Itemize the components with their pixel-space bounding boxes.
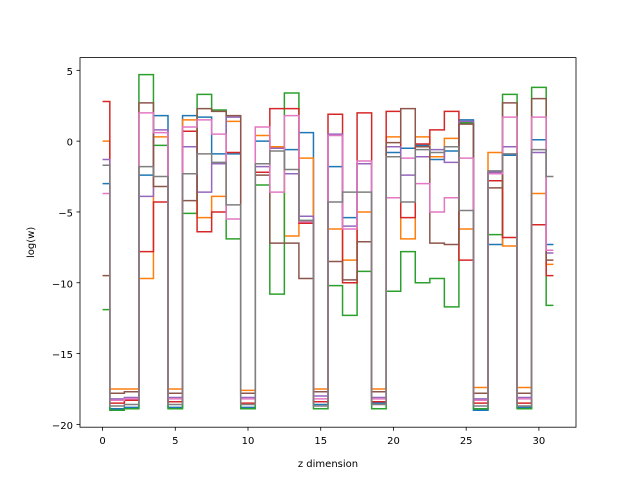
y-tick-label: −10 xyxy=(52,279,73,290)
y-tick-label: 5 xyxy=(67,67,73,78)
x-tick-label: 30 xyxy=(533,436,546,447)
x-axis: 0 5 10 15 20 25 30 xyxy=(99,427,545,447)
x-tick-label: 10 xyxy=(242,436,255,447)
y-axis-label: log(w) xyxy=(26,227,37,258)
series-line-4 xyxy=(102,100,554,404)
x-tick-label: 25 xyxy=(460,436,473,447)
x-tick-label: 20 xyxy=(387,436,400,447)
x-axis-label: z dimension xyxy=(298,459,358,470)
y-tick-label: −15 xyxy=(52,350,73,361)
y-tick-label: 0 xyxy=(67,138,73,149)
x-tick-label: 15 xyxy=(314,436,327,447)
plot-frame xyxy=(79,57,577,428)
y-tick-label: −20 xyxy=(52,421,73,432)
series-line-8 xyxy=(102,146,554,407)
x-tick-label: 5 xyxy=(172,436,178,447)
y-tick-label: −5 xyxy=(58,208,73,219)
x-tick-label: 0 xyxy=(99,436,105,447)
series-layer xyxy=(102,73,554,411)
y-axis: −20 −15 −10 −5 0 5 xyxy=(52,67,80,432)
